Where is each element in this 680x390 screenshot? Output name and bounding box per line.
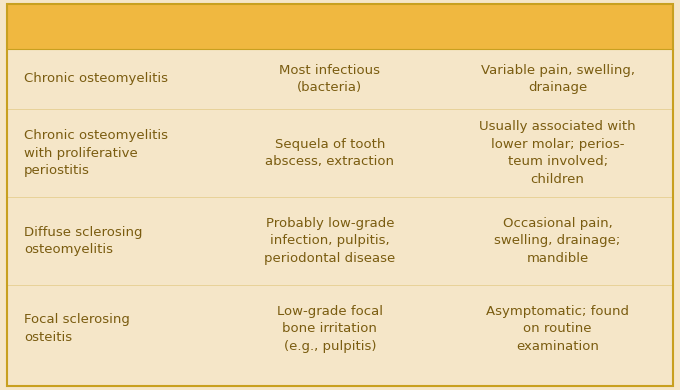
Bar (7, 4, 673, 49)
Text: Focal sclerosing
osteitis: Focal sclerosing osteitis (24, 313, 130, 344)
Text: Sequela of tooth
abscess, extraction: Sequela of tooth abscess, extraction (265, 138, 394, 168)
Text: Low-grade focal
bone irritation
(e.g., pulpitis): Low-grade focal bone irritation (e.g., p… (277, 305, 383, 353)
Text: Usually associated with
lower molar; perios-
teum involved;
children: Usually associated with lower molar; per… (479, 121, 636, 186)
Text: Clinical Features: Clinical Features (486, 19, 629, 34)
Text: Chronic osteomyelitis
with proliferative
periostitis: Chronic osteomyelitis with proliferative… (24, 129, 168, 177)
Text: Probably low-grade
infection, pulpitis,
periodontal disease: Probably low-grade infection, pulpitis, … (264, 217, 396, 265)
Text: Variable pain, swelling,
drainage: Variable pain, swelling, drainage (481, 64, 634, 94)
Text: Occasional pain,
swelling, drainage;
mandible: Occasional pain, swelling, drainage; man… (494, 217, 621, 265)
Text: Most infectious
(bacteria): Most infectious (bacteria) (279, 64, 380, 94)
Text: Diffuse sclerosing
osteomyelitis: Diffuse sclerosing osteomyelitis (24, 225, 142, 256)
Text: Chronic osteomyelitis: Chronic osteomyelitis (24, 73, 168, 85)
Text: Etiology: Etiology (295, 19, 364, 34)
Text: Asymptomatic; found
on routine
examination: Asymptomatic; found on routine examinati… (486, 305, 629, 353)
